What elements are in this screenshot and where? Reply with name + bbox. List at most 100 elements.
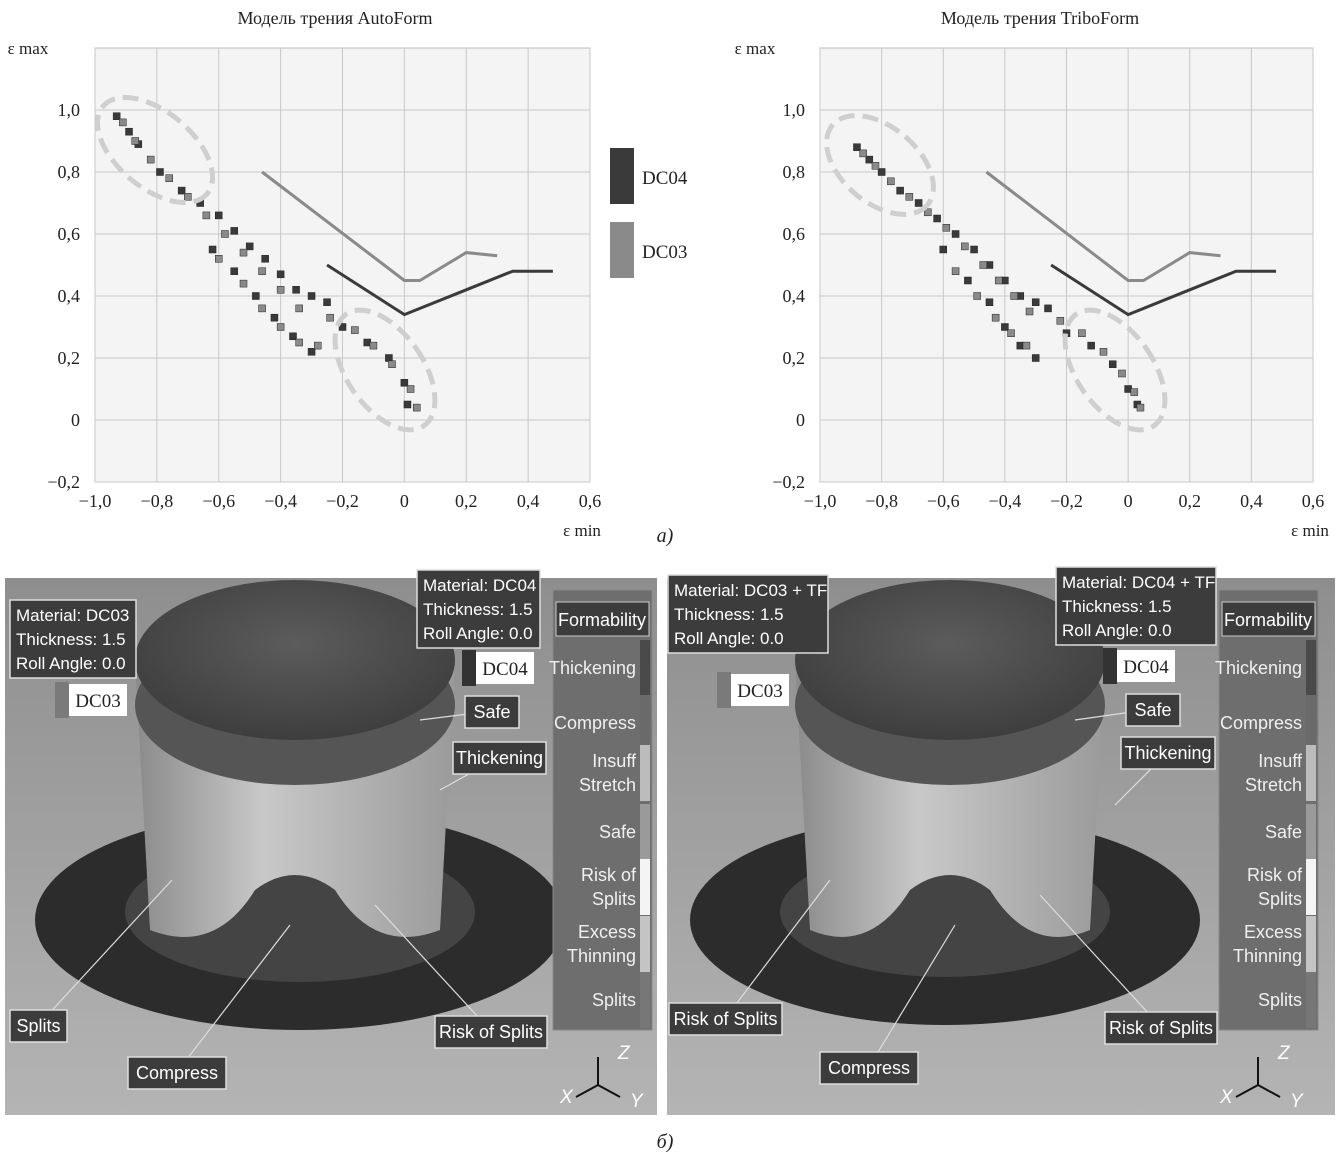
data-point [1109,361,1116,368]
info-line: Thickness: 1.5 [16,630,126,649]
data-point [351,327,358,334]
data-point [271,314,278,321]
data-point [231,227,238,234]
data-point [246,243,253,250]
formability-color [1306,972,1316,1028]
data-point [221,231,228,238]
y-tick-label: 0,2 [58,348,81,368]
y-tick-label: 0,8 [783,162,806,182]
formability-item: Insuff [592,751,637,771]
x-tick-label: 0,2 [1179,491,1202,511]
x-tick-label: −0,2 [1050,491,1083,511]
chart: Модель трения AutoForm−0,200,20,40,60,81… [8,8,688,540]
formability-item: Compress [554,713,636,733]
y-tick-label: 0 [71,410,80,430]
x-axis-label: ε min [1291,521,1329,540]
formability-item: Risk of [1247,865,1303,885]
formability-color [1306,640,1316,696]
data-point [407,386,414,393]
data-point [389,361,396,368]
formability-item: Thickening [1215,658,1302,678]
x-axis-label: ε min [563,521,601,540]
callout-label: Safe [1134,700,1171,720]
data-point [277,271,284,278]
formability-item: Excess [578,922,636,942]
formability-color [1306,695,1316,751]
formability-item: Thickening [549,658,636,678]
formability-color [1306,745,1316,801]
x-tick-label: −0,2 [326,491,359,511]
formability-item: Excess [1244,922,1302,942]
data-point [324,299,331,306]
x-tick-label: −0,4 [989,491,1022,511]
render-panel: FormabilityThickeningCompressInsuffStret… [667,567,1335,1115]
data-point [1137,404,1144,411]
info-line: Material: DC03 [16,606,129,625]
y-axis-label: ε max [735,39,776,58]
axis-letter: Z [1277,1043,1291,1064]
data-point [952,268,959,275]
data-point [897,187,904,194]
data-point [119,119,126,126]
y-tick-label: −0,2 [772,472,805,492]
x-tick-label: 0 [1124,491,1133,511]
tag-label: DC03 [737,681,782,702]
callout-label: Safe [473,702,510,722]
data-point [203,212,210,219]
callout-label: Compress [828,1058,910,1078]
legend-label: DC04 [642,168,688,189]
chart-title: Модель трения TriboForm [941,8,1139,28]
data-point [980,262,987,269]
data-point [259,305,266,312]
x-tick-label: 0,4 [1240,491,1263,511]
data-point [906,193,913,200]
data-point [327,314,334,321]
data-point [915,200,922,207]
x-tick-label: 0,6 [1302,491,1325,511]
x-tick-label: −0,6 [927,491,960,511]
tag-swatch [1103,648,1117,684]
cup-lid [135,580,455,740]
x-tick-label: 0,6 [579,491,602,511]
data-point [296,305,303,312]
x-tick-label: −1,0 [79,491,112,511]
formability-item: Risk of [581,865,637,885]
y-axis-label: ε max [8,39,49,58]
caption: а) [657,525,674,547]
x-tick-label: −0,4 [264,491,297,511]
data-point [974,293,981,300]
data-point [147,156,154,163]
formability-color [640,916,650,972]
formability-color [640,804,650,860]
formability-item: Splits [1258,889,1302,909]
data-point [126,128,133,135]
y-tick-label: 0 [796,410,805,430]
x-tick-label: 0,4 [517,491,540,511]
data-point [231,268,238,275]
formability-color [1306,859,1316,915]
data-point [215,212,222,219]
data-point [872,162,879,169]
chart-title: Модель трения AutoForm [237,8,432,28]
formability-color [640,745,650,801]
info-line: Roll Angle: 0.0 [423,624,533,643]
data-point [964,277,971,284]
data-point [940,246,947,253]
data-point [961,243,968,250]
tag-swatch [717,672,731,708]
data-point [262,255,269,262]
data-point [252,293,259,300]
y-tick-label: 0,4 [58,286,81,306]
tag-swatch [55,682,69,718]
tag-label: DC03 [75,691,120,712]
tag-label: DC04 [482,659,528,680]
y-tick-label: −0,2 [47,472,80,492]
info-line: Thickness: 1.5 [1062,597,1172,616]
data-point [1032,299,1039,306]
x-tick-label: −1,0 [804,491,837,511]
data-point [860,150,867,157]
formability-title: Formability [558,610,646,630]
formability-item: Safe [1265,822,1302,842]
render-panel: FormabilityThickeningCompressInsuffStret… [5,570,657,1115]
y-tick-label: 1,0 [58,100,81,120]
